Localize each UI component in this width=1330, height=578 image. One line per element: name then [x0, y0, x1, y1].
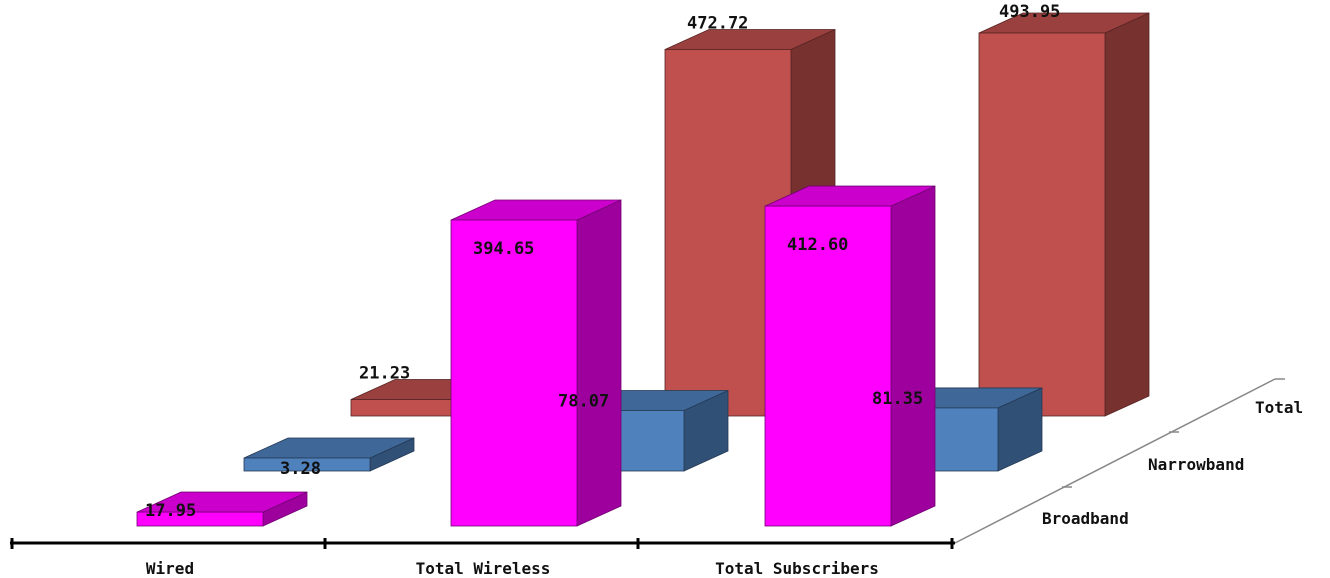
bar-side-face: [890, 185, 936, 527]
bars-layer: [136, 12, 1150, 527]
bar-broadband-total-wireless: [450, 199, 622, 527]
bar-front-face: [243, 457, 371, 472]
series-label-broadband: Broadband: [1042, 509, 1129, 528]
chart-floor: [10, 378, 1285, 549]
bar-front-face: [978, 32, 1106, 417]
category-label-wired: Wired: [146, 559, 194, 578]
labels-layer: Wired Total Wireless Total Subscribers Broa…: [145, 2, 1303, 578]
series-label-total: Total: [1255, 398, 1303, 417]
bar-front-face: [764, 205, 892, 527]
data-label-broadband-total-subscribers: 412.60: [787, 235, 848, 255]
data-label-total-wired: 21.23: [359, 364, 410, 384]
data-label-narrowband-total-wireless: 78.07: [558, 391, 609, 411]
data-label-broadband-wired: 17.95: [145, 501, 196, 521]
series-label-narrowband: Narrowband: [1148, 455, 1244, 474]
data-label-broadband-total-wireless: 394.65: [473, 239, 534, 259]
data-label-narrowband-wired: 3.28: [280, 459, 321, 479]
bar-narrowband-wired: [243, 437, 415, 472]
bar-side-face: [576, 199, 622, 527]
category-label-total-wireless: Total Wireless: [416, 559, 551, 578]
depth-axis-line: [954, 378, 1276, 544]
bar-side-face: [1104, 12, 1150, 417]
bar-broadband-wired: [136, 491, 308, 527]
data-label-total-total-wireless: 472.72: [687, 13, 748, 33]
bar-total-total-subscribers: [978, 12, 1150, 417]
bar-front-face: [136, 511, 264, 527]
category-label-total-subscribers: Total Subscribers: [715, 559, 879, 578]
bar-broadband-total-subscribers: [764, 185, 936, 527]
data-label-narrowband-total-subscribers: 81.35: [872, 389, 923, 409]
bar-front-face: [450, 219, 578, 527]
data-label-total-total-subscribers: 493.95: [999, 2, 1060, 22]
